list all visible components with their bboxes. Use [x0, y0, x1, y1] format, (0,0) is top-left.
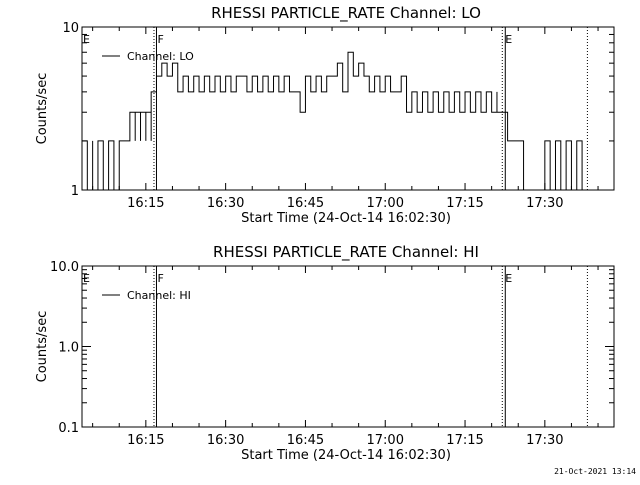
legend-entry: Channel: LO: [127, 50, 194, 63]
y-tick-label: 10: [62, 21, 79, 36]
x-tick-label: 17:00: [367, 196, 404, 211]
chart-panel-1: RHESSI PARTICLE_RATE Channel: LO 16:15 16:…: [35, 4, 615, 226]
y-axis-label: Counts/sec: [35, 311, 50, 383]
plot-frame: [81, 26, 615, 191]
y-tick-label: 0.1: [58, 421, 79, 436]
x-tick-label: 16:45: [287, 433, 324, 448]
x-tick-label: 17:30: [526, 433, 563, 448]
x-tick-label: 16:45: [287, 196, 324, 211]
footer-timestamp: 21-Oct-2021 13:14: [554, 467, 636, 476]
event-marker-label: E: [505, 33, 512, 46]
event-marker-label: E: [83, 33, 90, 46]
x-tick-label: 17:00: [367, 433, 404, 448]
chart-title: RHESSI PARTICLE_RATE Channel: HI: [213, 243, 479, 262]
chart-title: RHESSI PARTICLE_RATE Channel: LO: [211, 4, 481, 23]
y-tick-label: 1: [71, 184, 79, 199]
x-tick-label: 16:30: [207, 196, 244, 211]
series-line-1: [82, 51, 588, 191]
x-axis-label: Start Time (24-Oct-14 16:02:30): [241, 448, 451, 463]
x-tick-label: 16:15: [127, 433, 164, 448]
legend-entry: Channel: HI: [127, 289, 191, 302]
event-marker-label: E: [83, 272, 90, 285]
x-tick-label: 17:15: [446, 433, 483, 448]
x-tick-label: 17:15: [446, 196, 483, 211]
event-marker-label: E: [505, 272, 512, 285]
chart-panel-2: RHESSI PARTICLE_RATE Channel: HI 16:15 16:…: [35, 243, 615, 463]
x-tick-label: 17:30: [526, 196, 563, 211]
event-marker-label: F: [157, 272, 163, 285]
y-tick-label: 1.0: [58, 341, 79, 356]
x-tick-label: 16:15: [127, 196, 164, 211]
event-marker-label: F: [157, 33, 163, 46]
x-axis-label: Start Time (24-Oct-14 16:02:30): [241, 211, 451, 226]
y-axis-label: Counts/sec: [35, 73, 50, 145]
x-tick-label: 16:30: [207, 433, 244, 448]
y-tick-label: 10.0: [50, 260, 79, 275]
